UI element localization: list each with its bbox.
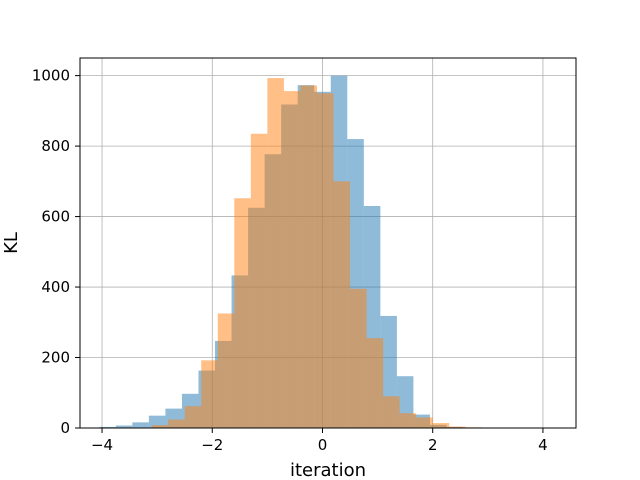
- histogram-bar: [234, 198, 251, 428]
- series-2: [151, 78, 483, 428]
- histogram-bar: [383, 396, 400, 428]
- histogram-bar: [250, 133, 268, 428]
- y-tick-label: 800: [41, 137, 70, 155]
- histogram-bar: [432, 423, 450, 428]
- histogram-bar: [151, 425, 169, 428]
- x-tick-label: 2: [428, 436, 438, 454]
- y-tick-label: 1000: [32, 67, 70, 85]
- histogram-bar: [148, 415, 166, 428]
- histogram-bar: [366, 338, 384, 428]
- y-tick-label: 600: [41, 208, 70, 226]
- histogram-bar: [416, 417, 433, 428]
- histogram-bar: [333, 181, 351, 428]
- x-tick-label: −2: [201, 436, 223, 454]
- histogram-bar: [201, 360, 218, 428]
- y-axis-label: KL: [1, 232, 22, 254]
- histogram-bar: [115, 425, 133, 428]
- y-axis-ticks: 0 200 400 600 800 1000: [32, 67, 80, 437]
- histogram-bar: [399, 413, 417, 428]
- histogram-bar: [316, 93, 334, 428]
- histogram-bar: [267, 78, 284, 428]
- histogram-bar: [283, 91, 301, 428]
- histogram-bar: [132, 422, 149, 428]
- histogram-bar: [99, 426, 116, 428]
- y-tick-label: 400: [41, 278, 70, 296]
- x-axis-label: iteration: [290, 460, 366, 480]
- histogram-bar: [184, 406, 202, 428]
- histogram-bar: [217, 313, 235, 428]
- y-tick-label: 200: [41, 349, 70, 367]
- histogram-bar: [300, 85, 317, 428]
- histogram-bars: [99, 75, 483, 429]
- plot-area-frame: [79, 57, 577, 429]
- x-axis-ticks: −4 −2 0 2 4: [91, 428, 548, 454]
- histogram-bar: [168, 419, 185, 428]
- x-tick-label: 4: [538, 436, 548, 454]
- y-tick-label: 0: [60, 419, 70, 437]
- histogram-bar: [350, 288, 367, 428]
- x-tick-label: 0: [318, 436, 328, 454]
- x-tick-label: −4: [91, 436, 113, 454]
- histogram-bar: [449, 426, 466, 428]
